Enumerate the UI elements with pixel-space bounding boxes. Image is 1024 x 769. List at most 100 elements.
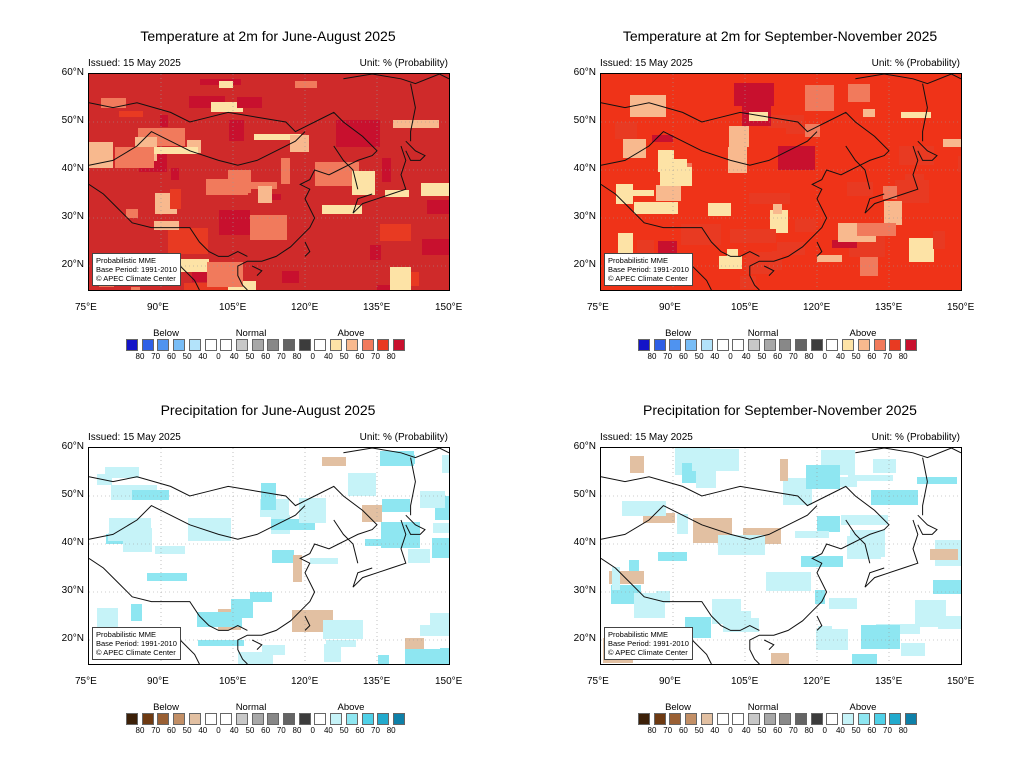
info-box: Probabilistic MME Base Period: 1991-2010 ©… bbox=[604, 253, 693, 286]
legend-value: 70 bbox=[883, 352, 892, 361]
probability-patch bbox=[805, 85, 834, 111]
probability-patch bbox=[731, 611, 751, 628]
probability-patch bbox=[692, 449, 739, 471]
probability-patch bbox=[382, 499, 410, 512]
latitude-label: 20°N bbox=[61, 633, 84, 644]
latitude-label: 40°N bbox=[573, 163, 596, 174]
probability-patch bbox=[405, 649, 449, 664]
probability-patch bbox=[219, 81, 233, 88]
legend-swatch bbox=[173, 713, 186, 725]
latitude-label: 50°N bbox=[61, 489, 84, 500]
probability-patch bbox=[171, 168, 179, 180]
legend-swatch bbox=[685, 713, 698, 725]
legend-swatch bbox=[842, 339, 855, 351]
legend-swatch bbox=[361, 713, 374, 725]
legend-swatch bbox=[857, 339, 870, 351]
legend-value: 80 bbox=[804, 726, 814, 735]
coastline bbox=[601, 504, 818, 540]
legend-swatch bbox=[638, 339, 650, 351]
probability-patch bbox=[930, 549, 958, 560]
legend-swatch bbox=[732, 713, 745, 725]
legend-swatch bbox=[889, 339, 902, 351]
longitude-label: 75°E bbox=[587, 676, 609, 687]
legend-value: 80 bbox=[292, 352, 302, 361]
probability-patch bbox=[630, 456, 644, 473]
probability-patch bbox=[615, 122, 637, 139]
probability-patch bbox=[766, 572, 811, 591]
legend-group-label: Below bbox=[153, 328, 179, 339]
probability-patch bbox=[718, 535, 765, 555]
legend-swatch bbox=[779, 713, 792, 725]
probability-patch bbox=[817, 516, 840, 532]
legend-swatch bbox=[126, 713, 138, 725]
legend-value: 70 bbox=[788, 352, 798, 361]
legend-swatch bbox=[204, 339, 217, 351]
legend-value: 40 bbox=[835, 352, 845, 361]
probability-patch bbox=[622, 501, 666, 516]
legend-group-label: Above bbox=[337, 328, 365, 339]
legend-swatch bbox=[763, 339, 776, 351]
info-line: Probabilistic MME bbox=[96, 256, 157, 265]
probability-patch bbox=[235, 182, 277, 189]
probability-patch bbox=[860, 255, 878, 276]
probability-patch bbox=[89, 142, 113, 168]
probability-patch bbox=[421, 183, 449, 196]
coastline bbox=[89, 130, 306, 166]
legend-value: 70 bbox=[276, 726, 286, 735]
latitude-label: 20°N bbox=[573, 633, 596, 644]
probability-patch bbox=[290, 135, 309, 152]
probability-patch bbox=[281, 158, 290, 184]
probability-patch bbox=[250, 215, 287, 240]
probability-patch bbox=[427, 200, 449, 214]
probability-patch bbox=[433, 523, 449, 533]
legend-value: 50 bbox=[339, 352, 349, 361]
coastline bbox=[89, 557, 248, 631]
legend-value: 0 bbox=[216, 726, 221, 735]
legend-swatch bbox=[763, 713, 776, 725]
probability-patch bbox=[770, 210, 788, 233]
probability-patch bbox=[105, 467, 139, 478]
unit-label: Unit: % (Probability) bbox=[871, 58, 960, 69]
probability-patch bbox=[378, 655, 389, 664]
legend-swatch bbox=[377, 713, 390, 725]
probability-patch bbox=[177, 233, 188, 241]
probability-patch bbox=[237, 97, 262, 108]
coastline bbox=[601, 102, 890, 290]
legend-value: 50 bbox=[851, 726, 861, 735]
probability-patch bbox=[382, 158, 391, 182]
legend-value: 50 bbox=[694, 352, 704, 361]
info-line: Probabilistic MME bbox=[608, 630, 669, 639]
probability-patch bbox=[777, 242, 805, 255]
probability-patch bbox=[282, 271, 299, 283]
legend-swatch bbox=[157, 713, 170, 725]
probability-patch bbox=[883, 186, 897, 199]
legend-value: 60 bbox=[773, 352, 783, 361]
coastline bbox=[89, 102, 378, 290]
coastline bbox=[304, 241, 311, 257]
longitude-label: 120°E bbox=[803, 676, 831, 687]
legend-value: 60 bbox=[166, 726, 176, 735]
legend-swatch bbox=[141, 339, 154, 351]
forecast-map: Probabilistic MME Base Period: 1991-2010 ©… bbox=[88, 73, 450, 291]
probability-patch bbox=[299, 498, 326, 523]
coastline bbox=[89, 504, 306, 540]
coastline bbox=[352, 145, 407, 214]
legend-swatch bbox=[141, 713, 154, 725]
legend-value: 0 bbox=[216, 352, 221, 361]
legend-swatch bbox=[810, 713, 823, 725]
probability-patch bbox=[829, 598, 857, 609]
legend-swatch bbox=[857, 713, 870, 725]
legend-value: 40 bbox=[323, 352, 333, 361]
probability-patch bbox=[801, 556, 843, 567]
legend-value: 70 bbox=[151, 352, 161, 361]
legend-value: 50 bbox=[245, 352, 255, 361]
info-box: Probabilistic MME Base Period: 1991-2010 ©… bbox=[92, 253, 181, 286]
legend-swatch bbox=[669, 339, 682, 351]
longitude-label: 135°E bbox=[875, 676, 903, 687]
probability-patch bbox=[197, 612, 242, 627]
legend-swatch bbox=[732, 339, 745, 351]
probability-patch bbox=[749, 193, 790, 204]
legend-value: 0 bbox=[310, 352, 315, 361]
latitude-label: 20°N bbox=[573, 259, 596, 270]
legend-swatch bbox=[126, 339, 138, 351]
